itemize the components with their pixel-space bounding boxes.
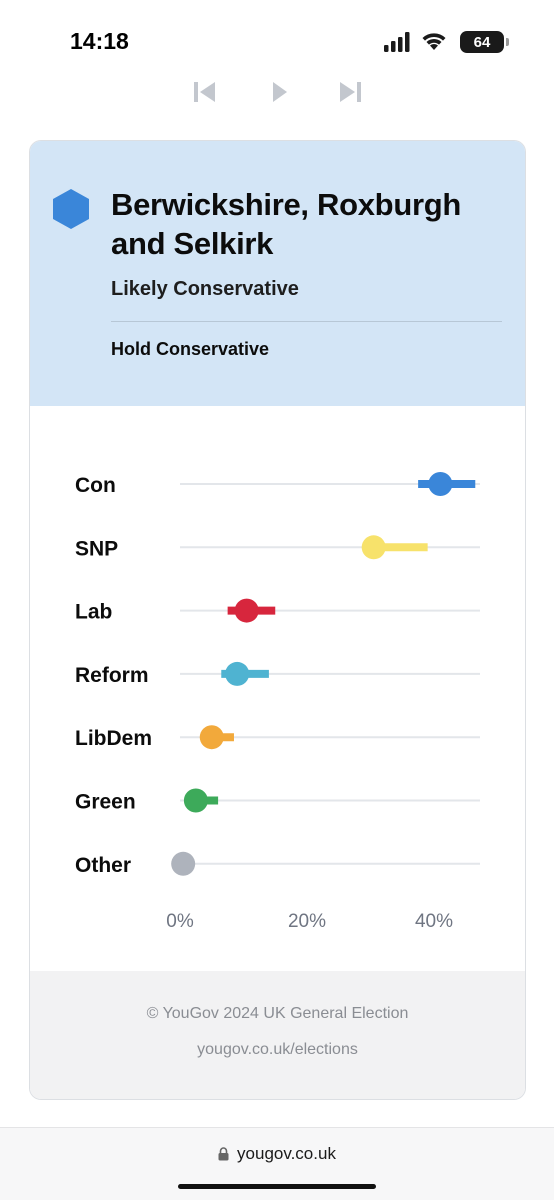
browser-bar: yougov.co.uk — [0, 1127, 554, 1200]
constituency-card: Berwickshire, Roxburgh and Selkirk Likel… — [29, 140, 526, 1100]
x-tick-label: 0% — [166, 911, 194, 932]
estimate-point — [361, 535, 386, 560]
copyright-text: © YouGov 2024 UK General Election — [146, 1005, 409, 1022]
seat-result: Hold Conservative — [111, 339, 270, 359]
battery-level: 64 — [460, 31, 504, 53]
status-icons: 64 — [340, 30, 510, 54]
skip-to-first-icon[interactable] — [193, 80, 217, 104]
wifi-icon — [422, 33, 446, 50]
category-label: Green — [75, 791, 136, 814]
estimate-point — [183, 788, 208, 813]
x-tick-label: 20% — [288, 911, 326, 932]
category-label: SNP — [75, 537, 118, 560]
category-label: LibDem — [75, 727, 152, 750]
status-time: 14:18 — [70, 28, 129, 54]
card-header: Berwickshire, Roxburgh and Selkirk Likel… — [30, 141, 525, 406]
url-text: yougov.co.uk — [237, 1144, 336, 1163]
x-tick-label: 40% — [415, 911, 453, 932]
category-label: Other — [75, 854, 131, 877]
home-indicator[interactable] — [178, 1184, 376, 1189]
estimate-point — [428, 472, 453, 496]
chart-svg: Con SNP Lab Reform LibDem Green Other 0% 20% 40% — [75, 472, 480, 932]
estimate-point — [225, 661, 250, 686]
playback-controls — [0, 80, 554, 106]
seat-title: Berwickshire, Roxburgh and Selkirk — [111, 187, 461, 261]
play-icon[interactable] — [270, 80, 290, 104]
estimate-point — [234, 598, 259, 623]
skip-to-last-icon[interactable] — [338, 80, 362, 104]
url-bar[interactable]: yougov.co.uk — [0, 1144, 554, 1164]
signal-icon — [384, 32, 410, 52]
card-footer: © YouGov 2024 UK General Election yougov… — [30, 971, 525, 1099]
category-label: Reform — [75, 664, 149, 687]
estimate-point — [171, 851, 196, 876]
vote-share-chart: Con SNP Lab Reform LibDem Green Other 0% 20% 40% — [30, 406, 525, 971]
battery-icon: 64 — [460, 31, 510, 53]
elections-link[interactable]: yougov.co.uk/elections — [197, 1041, 358, 1058]
estimate-point — [199, 725, 224, 750]
hexagon-icon — [53, 189, 89, 229]
header-divider — [111, 321, 502, 322]
category-label: Lab — [75, 601, 112, 624]
lock-icon — [218, 1147, 229, 1161]
category-label: Con — [75, 474, 116, 497]
seat-forecast: Likely Conservative — [111, 278, 299, 300]
